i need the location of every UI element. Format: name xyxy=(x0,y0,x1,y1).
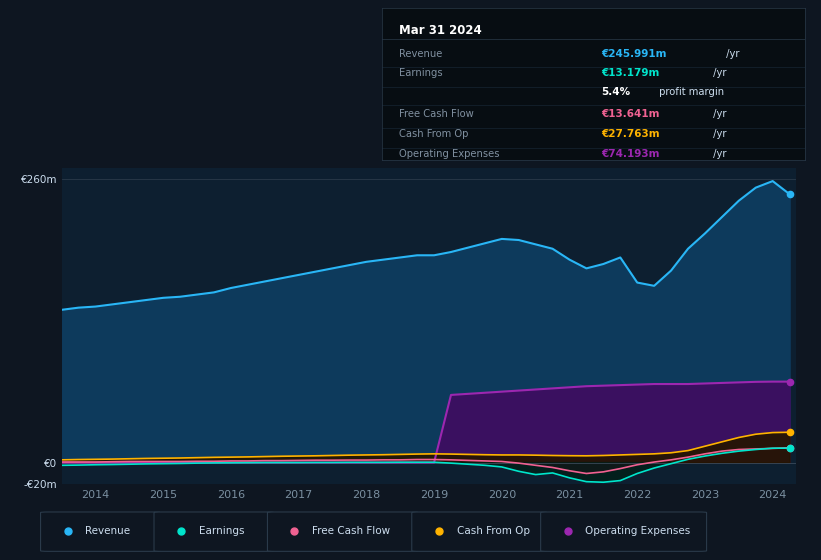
Text: Operating Expenses: Operating Expenses xyxy=(585,526,690,535)
Text: Earnings: Earnings xyxy=(199,526,245,535)
Text: Free Cash Flow: Free Cash Flow xyxy=(312,526,390,535)
Text: Cash From Op: Cash From Op xyxy=(399,129,468,139)
Text: Mar 31 2024: Mar 31 2024 xyxy=(399,24,481,36)
Text: €13.641m: €13.641m xyxy=(602,109,660,119)
Text: €245.991m: €245.991m xyxy=(602,49,667,59)
Text: Earnings: Earnings xyxy=(399,68,443,78)
Text: /yr: /yr xyxy=(710,68,727,78)
Text: Operating Expenses: Operating Expenses xyxy=(399,148,499,158)
Text: /yr: /yr xyxy=(710,129,727,139)
Text: €74.193m: €74.193m xyxy=(602,148,660,158)
FancyBboxPatch shape xyxy=(412,512,547,552)
Text: €27.763m: €27.763m xyxy=(602,129,660,139)
FancyBboxPatch shape xyxy=(154,512,273,552)
Text: /yr: /yr xyxy=(723,49,740,59)
FancyBboxPatch shape xyxy=(40,512,160,552)
Text: /yr: /yr xyxy=(710,148,727,158)
Text: profit margin: profit margin xyxy=(656,87,724,96)
Text: Revenue: Revenue xyxy=(399,49,442,59)
FancyBboxPatch shape xyxy=(268,512,418,552)
Text: Free Cash Flow: Free Cash Flow xyxy=(399,109,474,119)
Text: 5.4%: 5.4% xyxy=(602,87,631,96)
FancyBboxPatch shape xyxy=(541,512,707,552)
Text: Revenue: Revenue xyxy=(85,526,131,535)
Text: Cash From Op: Cash From Op xyxy=(456,526,530,535)
Text: €13.179m: €13.179m xyxy=(602,68,660,78)
Text: /yr: /yr xyxy=(710,109,727,119)
